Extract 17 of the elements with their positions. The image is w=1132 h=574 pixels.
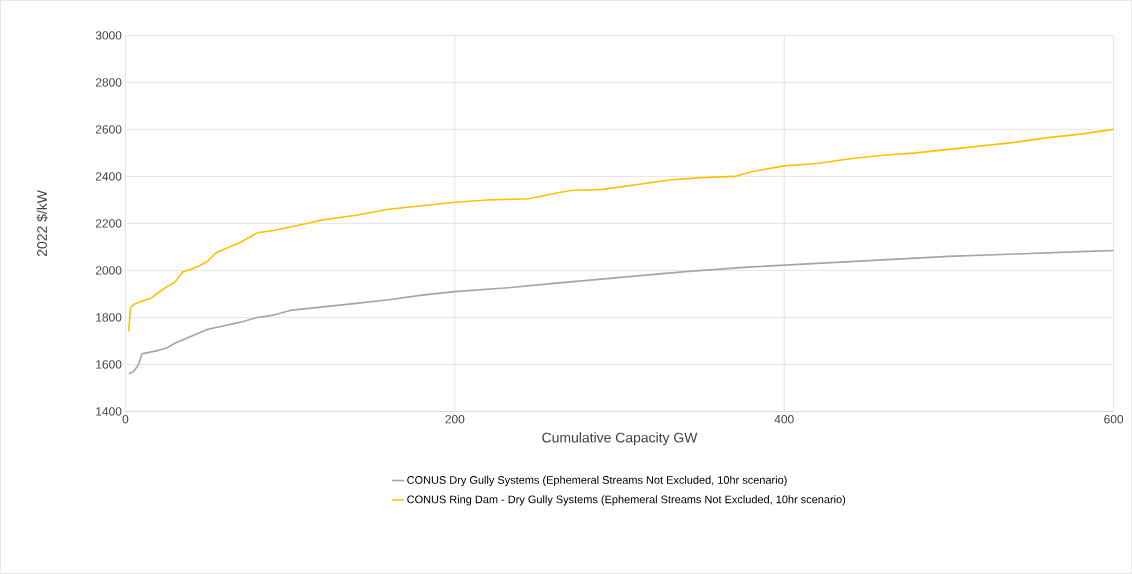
legend-label: CONUS Ring Dam - Dry Gully Systems (Ephemeral Streams Not Excluded, 10hr scenario) xyxy=(407,495,846,506)
x-axis-title: Cumulative Capacity GW xyxy=(542,432,698,446)
x-tick-label: 200 xyxy=(445,415,465,424)
y-tick-label: 2600 xyxy=(95,125,122,134)
y-tick-label: 1600 xyxy=(96,360,122,369)
y-tick-label: 3000 xyxy=(95,31,122,40)
y-tick-label: 2200 xyxy=(95,219,122,228)
y-axis-title: 2022 $/kW xyxy=(36,190,48,257)
y-tick-label: 2800 xyxy=(95,78,122,87)
y-tick-label: 1800 xyxy=(96,313,122,322)
y-tick-label: 2400 xyxy=(95,172,122,181)
y-tick-label: 1400 xyxy=(96,407,122,416)
legend-label: CONUS Dry Gully Systems (Ephemeral Streams Not Excluded, 10hr scenario) xyxy=(407,475,787,487)
y-tick-label: 2000 xyxy=(95,266,122,275)
x-tick-label: 600 xyxy=(1104,415,1124,424)
x-tick-label: 0 xyxy=(122,415,129,424)
x-tick-label: 400 xyxy=(774,415,794,424)
